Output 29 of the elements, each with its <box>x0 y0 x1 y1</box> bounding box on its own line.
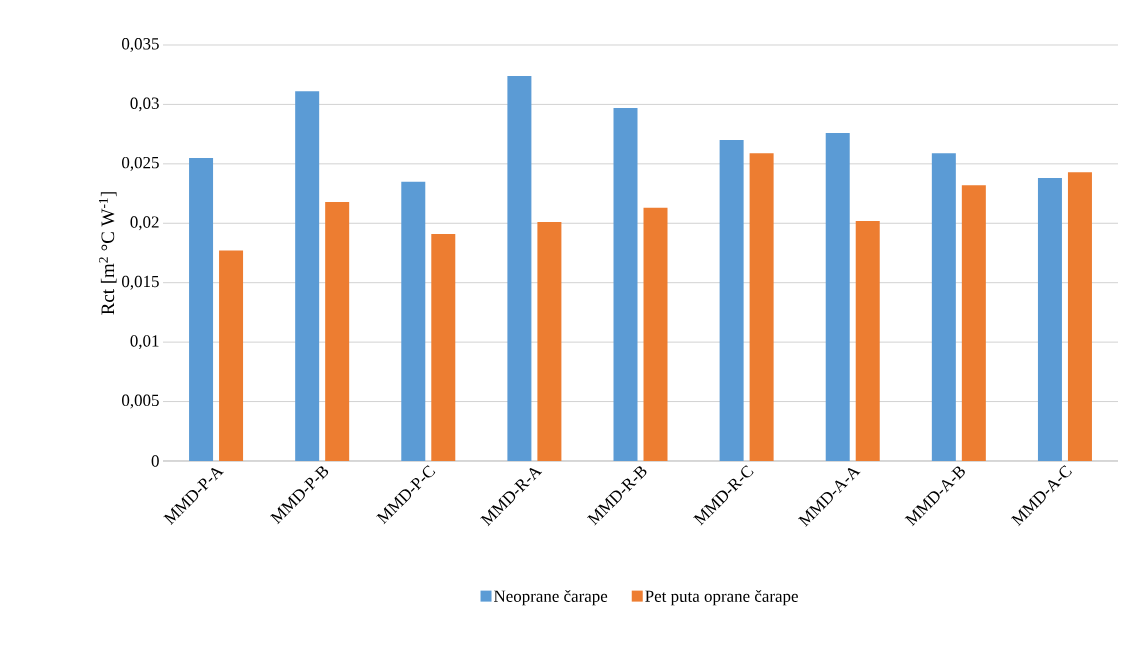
y-tick-label: 0,02 <box>130 216 159 231</box>
bar <box>401 181 426 461</box>
bar <box>219 250 244 461</box>
y-tick-label: 0,01 <box>130 335 159 350</box>
bar <box>537 222 562 461</box>
bar <box>325 201 350 461</box>
bar <box>855 220 880 461</box>
y-tick-label: 0 <box>151 455 159 467</box>
bar <box>295 91 320 461</box>
bar <box>1067 172 1092 461</box>
bar <box>719 140 744 461</box>
bar <box>931 153 956 461</box>
bar <box>643 207 668 461</box>
bar <box>961 185 986 461</box>
y-tick-label: 0,025 <box>122 156 159 171</box>
y-tick-label: 0,005 <box>122 394 159 409</box>
y-tick-label: 0,015 <box>122 275 159 290</box>
y-tick-label: 0,03 <box>130 97 159 112</box>
bar <box>507 75 532 461</box>
legend-label: Neoprane čarape <box>494 589 608 606</box>
bar <box>749 153 774 461</box>
y-axis-title: Rct [m$^{2}$ °C W$^{-1}$] <box>98 192 117 315</box>
bar <box>825 132 850 461</box>
y-tick-label: 0,035 <box>122 38 159 52</box>
bar <box>189 157 214 461</box>
bar <box>1037 178 1062 461</box>
bar <box>431 233 456 461</box>
legend-label: Pet puta oprane čarape <box>645 589 798 606</box>
bar <box>613 107 638 461</box>
